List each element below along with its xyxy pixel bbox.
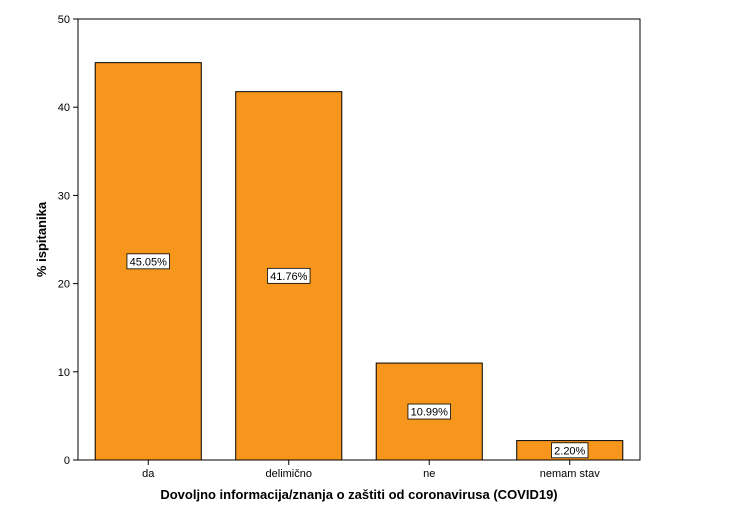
y-tick-label: 10 (58, 367, 70, 379)
y-tick-label: 40 (58, 102, 70, 114)
x-axis: da delimično ne nemam stav (142, 460, 600, 480)
y-tick-label: 50 (58, 14, 70, 26)
category-label: delimično (266, 468, 312, 480)
data-label: 45.05% (130, 256, 168, 268)
y-axis-title: % ispitanika (34, 201, 49, 277)
data-label-box (126, 253, 170, 270)
y-tick-label: 0 (64, 455, 70, 467)
data-label: 10.99% (411, 407, 449, 419)
y-tick-label: 30 (58, 190, 70, 202)
category-label: ne (423, 468, 435, 480)
y-axis: 0 10 20 30 40 50 (58, 14, 78, 467)
y-tick-label: 20 (58, 279, 70, 291)
data-label-box (407, 403, 451, 420)
bars-group: 45.05% 41.76% 10.99% 2.20% (94, 62, 624, 461)
data-label: 2.20% (554, 445, 585, 457)
category-label: nemam stav (540, 468, 600, 480)
category-label: da (142, 468, 155, 480)
x-axis-title: Dovoljno informacija/znanja o zaštiti od… (160, 487, 557, 502)
data-label-box (551, 442, 589, 459)
data-label-box (267, 267, 311, 284)
data-label: 41.76% (270, 271, 308, 283)
